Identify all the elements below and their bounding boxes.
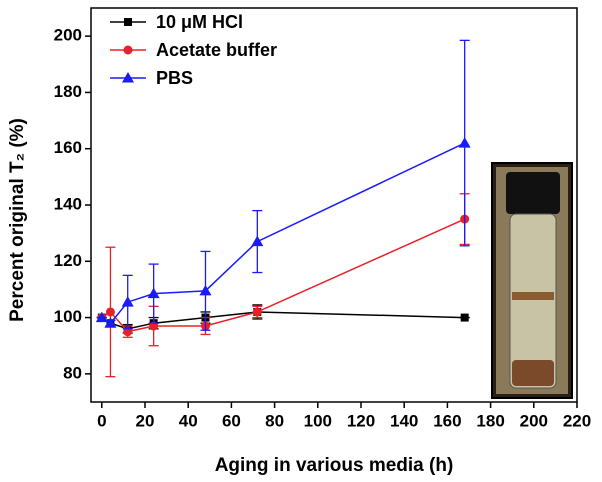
- x-tick-label: 140: [390, 411, 418, 430]
- series: [96, 193, 470, 378]
- x-tick-label: 20: [136, 411, 155, 430]
- x-tick-label: 200: [520, 411, 548, 430]
- y-tick-label: 100: [54, 307, 82, 326]
- x-tick-label: 0: [97, 411, 106, 430]
- x-tick-label: 40: [179, 411, 198, 430]
- marker: [104, 317, 117, 328]
- marker: [121, 296, 134, 307]
- x-tick-label: 220: [563, 411, 591, 430]
- line: [101, 218, 465, 333]
- x-tick-label: 80: [265, 411, 284, 430]
- x-tick-label: 100: [304, 411, 332, 430]
- marker: [105, 307, 115, 317]
- x-axis-label: Aging in various media (h): [215, 455, 454, 476]
- series: [95, 39, 471, 331]
- marker: [123, 45, 133, 55]
- y-axis-label: Percent original T₂ (%): [7, 118, 28, 322]
- marker: [199, 284, 212, 296]
- marker: [147, 287, 160, 299]
- y-tick-label: 160: [54, 138, 82, 157]
- marker: [252, 307, 262, 317]
- marker: [251, 235, 264, 247]
- marker: [122, 72, 134, 83]
- y-tick-label: 140: [54, 194, 82, 213]
- legend-label: PBS: [156, 68, 193, 88]
- inset-photo: [491, 162, 573, 399]
- marker: [124, 18, 132, 26]
- y-tick-label: 80: [63, 363, 82, 382]
- x-tick-label: 180: [476, 411, 504, 430]
- legend-label: 10 μM HCl: [156, 12, 243, 32]
- marker: [95, 311, 108, 323]
- marker: [458, 137, 471, 148]
- y-tick-label: 200: [54, 26, 82, 45]
- x-tick-label: 60: [222, 411, 241, 430]
- y-tick-label: 180: [54, 82, 82, 101]
- x-tick-label: 160: [433, 411, 461, 430]
- x-tick-label: 120: [347, 411, 375, 430]
- y-tick-label: 120: [54, 251, 82, 270]
- plot-frame: [90, 7, 578, 403]
- legend-label: Acetate buffer: [156, 40, 277, 60]
- marker: [460, 313, 469, 322]
